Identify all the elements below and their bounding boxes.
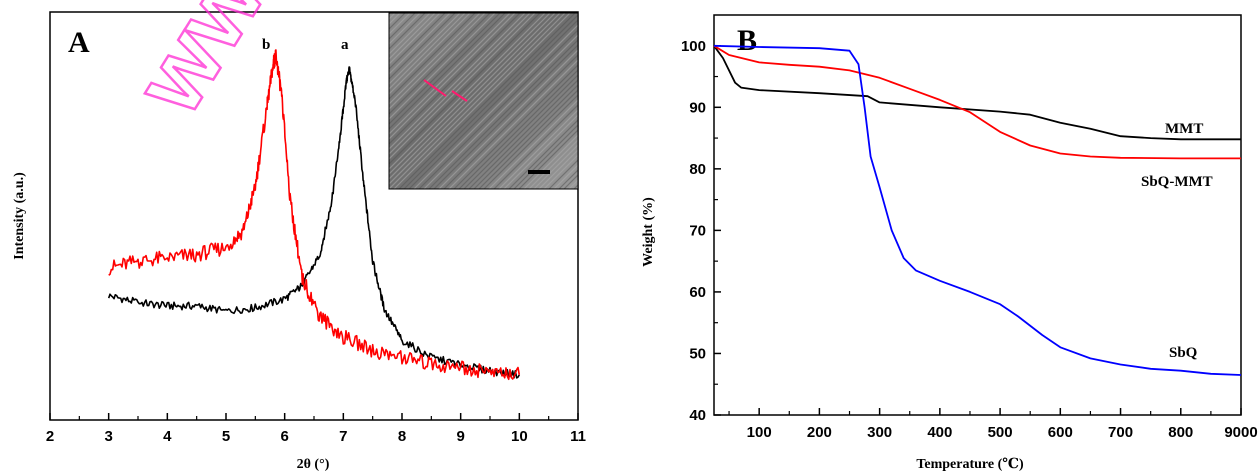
panel-a-y-axis-title: Intensity (a.u.) [12, 172, 27, 260]
panel-a-x-tick-label-4: 4 [163, 428, 172, 445]
panel-a-x-tick-label-9: 9 [456, 428, 464, 445]
panel-a-label: A [68, 26, 90, 59]
panel-b-y-tick-label-90: 90 [689, 99, 706, 116]
panel-a-x-tick-label-6: 6 [280, 428, 288, 445]
panel-a-x-tick-label-7: 7 [339, 428, 347, 445]
panel-b-label: B [737, 24, 757, 57]
panel-b-x-tick-label-700: 700 [1108, 424, 1133, 441]
series-label-sbq-mmt: SbQ-MMT [1141, 174, 1213, 190]
series-label-a: a [341, 37, 349, 53]
panel-b-x-tick-label-100: 100 [747, 424, 772, 441]
panel-b-series-line-mmt [713, 45, 1241, 141]
panel-a-x-tick-label-11: 11 [570, 428, 586, 445]
panel-a-x-tick-label-5: 5 [222, 428, 230, 445]
panel-b-series-line-sbq-mmt [713, 45, 1241, 160]
panel-a-x-tick-label-2: 2 [46, 428, 54, 445]
panel-b-series [713, 44, 1242, 376]
panel-b-x-tick-label-200: 200 [807, 424, 832, 441]
panel-b-y-tick-label-100: 100 [681, 38, 706, 55]
panel-a-x-ticks: 2 3 4 5 6 7 8 9 10 11 [46, 413, 586, 445]
panel-a-series-line-a [107, 66, 520, 379]
panel-a-x-tick-label-3: 3 [104, 428, 112, 445]
panel-a-series-line-b [108, 49, 521, 381]
panel-a-x-tick-label-10: 10 [511, 428, 528, 445]
panel-b-plot-frame [713, 14, 1242, 416]
series-label-sbq: SbQ [1169, 345, 1198, 361]
panel-a-xrd-chart: A 2 3 4 5 6 7 8 9 10 11 a b 2θ (°) Intensity (a.u… [12, 11, 586, 472]
watermark: www [115, 0, 325, 132]
panel-b-axis-ticks: 100 200 300 400 500 600 700 800 9000 40 50 60 70 80 90… [681, 38, 1258, 441]
tem-inset-image [388, 12, 579, 190]
panel-b-x-tick-label-500: 500 [988, 424, 1013, 441]
panel-b-y-tick-label-70: 70 [689, 222, 706, 239]
panel-b-x-tick-label-600: 600 [1048, 424, 1073, 441]
panel-b-y-tick-label-80: 80 [689, 161, 706, 178]
panel-a-x-axis-title: 2θ (°) [297, 457, 330, 472]
series-label-mmt: MMT [1165, 121, 1203, 137]
panel-b-y-tick-label-50: 50 [689, 345, 706, 362]
panel-a-series [107, 49, 521, 381]
panel-b-y-tick-label-60: 60 [689, 284, 706, 301]
panel-b-x-axis-title: Temperature (℃) [916, 457, 1024, 472]
panel-b-tga-chart: B 100 200 300 400 500 600 700 800 9000 40 50 60 70 80… [641, 14, 1258, 472]
panel-b-x-tick-label-800: 800 [1168, 424, 1193, 441]
panel-b-x-tick-label-900: 9000 [1224, 424, 1257, 441]
panel-b-y-axis-title: Weight (%) [641, 197, 656, 267]
panel-b-y-tick-label-40: 40 [689, 407, 706, 424]
series-label-b: b [262, 37, 270, 53]
panel-b-x-tick-label-400: 400 [927, 424, 952, 441]
panel-b-x-tick-label-300: 300 [867, 424, 892, 441]
panel-b-series-line-sbq [713, 44, 1242, 376]
panel-a-x-tick-label-8: 8 [398, 428, 406, 445]
